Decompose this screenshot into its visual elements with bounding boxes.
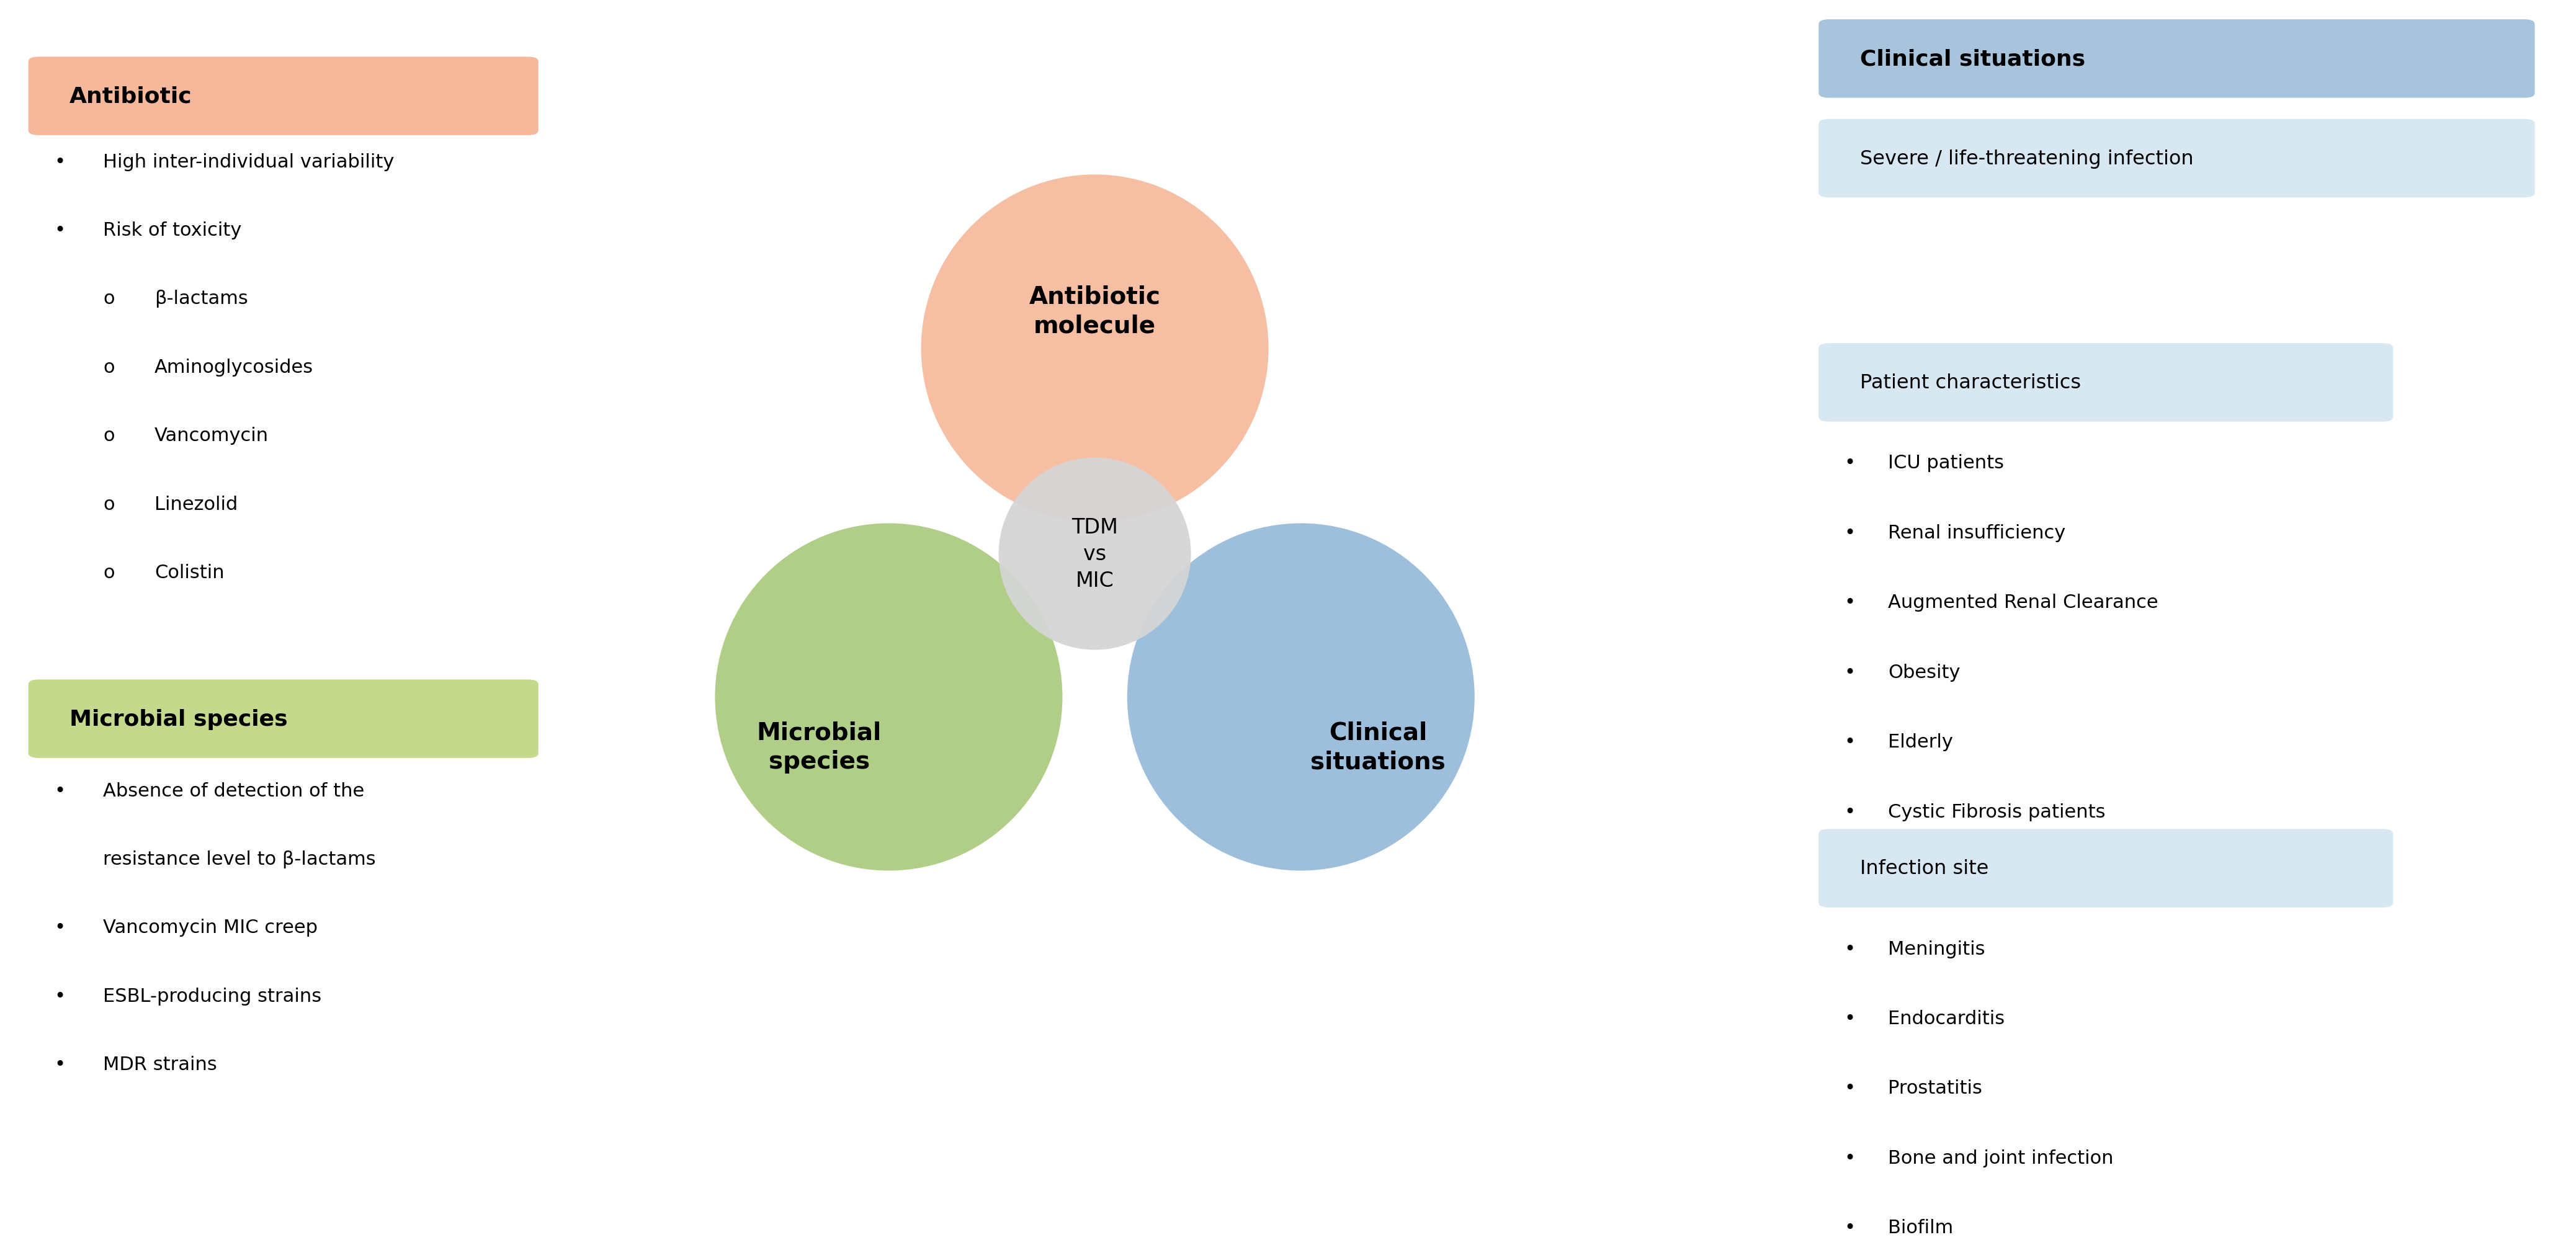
Ellipse shape <box>922 176 1267 522</box>
Text: High inter-individual variability: High inter-individual variability <box>103 153 394 171</box>
Text: •: • <box>54 1056 64 1073</box>
Text: Clinical situations: Clinical situations <box>1860 49 2084 70</box>
Text: Augmented Renal Clearance: Augmented Renal Clearance <box>1888 594 2159 611</box>
Text: Microbial species: Microbial species <box>70 708 289 730</box>
Text: MDR strains: MDR strains <box>103 1056 216 1073</box>
Text: Biofilm: Biofilm <box>1888 1219 1953 1236</box>
Text: •: • <box>54 782 64 799</box>
Text: •: • <box>1844 664 1855 681</box>
Text: •: • <box>54 222 64 239</box>
Text: Prostatitis: Prostatitis <box>1888 1079 1984 1097</box>
Text: Bone and joint infection: Bone and joint infection <box>1888 1149 2115 1167</box>
Text: •: • <box>1844 1219 1855 1236</box>
FancyBboxPatch shape <box>28 57 538 136</box>
Text: •: • <box>1844 1010 1855 1027</box>
Text: Patient characteristics: Patient characteristics <box>1860 374 2081 392</box>
FancyBboxPatch shape <box>28 680 538 758</box>
Text: o: o <box>103 564 113 581</box>
Text: Absence of detection of the: Absence of detection of the <box>103 782 363 799</box>
Text: o: o <box>103 427 113 444</box>
Text: •: • <box>54 919 64 936</box>
Text: Linezolid: Linezolid <box>155 496 237 513</box>
Text: •: • <box>1844 733 1855 751</box>
Text: ICU patients: ICU patients <box>1888 454 2004 472</box>
Text: Obesity: Obesity <box>1888 664 1960 681</box>
Text: Infection site: Infection site <box>1860 859 1989 878</box>
Text: •: • <box>1844 594 1855 611</box>
Text: Vancomycin: Vancomycin <box>155 427 268 444</box>
Text: •: • <box>1844 940 1855 957</box>
Text: Vancomycin MIC creep: Vancomycin MIC creep <box>103 919 317 936</box>
Text: o: o <box>103 290 113 308</box>
Text: •: • <box>1844 454 1855 472</box>
Text: Risk of toxicity: Risk of toxicity <box>103 222 242 239</box>
Text: •: • <box>54 153 64 171</box>
Text: •: • <box>1844 803 1855 820</box>
Text: •: • <box>1844 1149 1855 1167</box>
Ellipse shape <box>716 524 1061 870</box>
Text: Colistin: Colistin <box>155 564 224 581</box>
FancyBboxPatch shape <box>1819 829 2393 908</box>
Ellipse shape <box>1128 524 1473 870</box>
Text: o: o <box>103 496 113 513</box>
Text: Antibiotic: Antibiotic <box>70 86 193 107</box>
FancyBboxPatch shape <box>1819 120 2535 198</box>
Text: β-lactams: β-lactams <box>155 290 247 308</box>
Text: Meningitis: Meningitis <box>1888 940 1986 957</box>
Text: o: o <box>103 359 113 376</box>
Text: Endocarditis: Endocarditis <box>1888 1010 2004 1027</box>
Text: TDM
vs
MIC: TDM vs MIC <box>1072 517 1118 591</box>
Ellipse shape <box>999 458 1190 650</box>
Text: •: • <box>1844 1079 1855 1097</box>
FancyBboxPatch shape <box>1819 344 2393 422</box>
Text: Elderly: Elderly <box>1888 733 1953 751</box>
Text: •: • <box>54 987 64 1005</box>
Text: Cystic Fibrosis patients: Cystic Fibrosis patients <box>1888 803 2105 820</box>
Text: Antibiotic
molecule: Antibiotic molecule <box>1028 285 1162 337</box>
Text: Clinical
situations: Clinical situations <box>1311 721 1445 773</box>
Text: Renal insufficiency: Renal insufficiency <box>1888 524 2066 542</box>
Text: Microbial
species: Microbial species <box>757 721 881 773</box>
Text: resistance level to β-lactams: resistance level to β-lactams <box>103 850 376 868</box>
FancyBboxPatch shape <box>1819 20 2535 98</box>
Text: Severe / life-threatening infection: Severe / life-threatening infection <box>1860 149 2192 168</box>
Text: ESBL-producing strains: ESBL-producing strains <box>103 987 322 1005</box>
Text: Aminoglycosides: Aminoglycosides <box>155 359 314 376</box>
Text: •: • <box>1844 524 1855 542</box>
